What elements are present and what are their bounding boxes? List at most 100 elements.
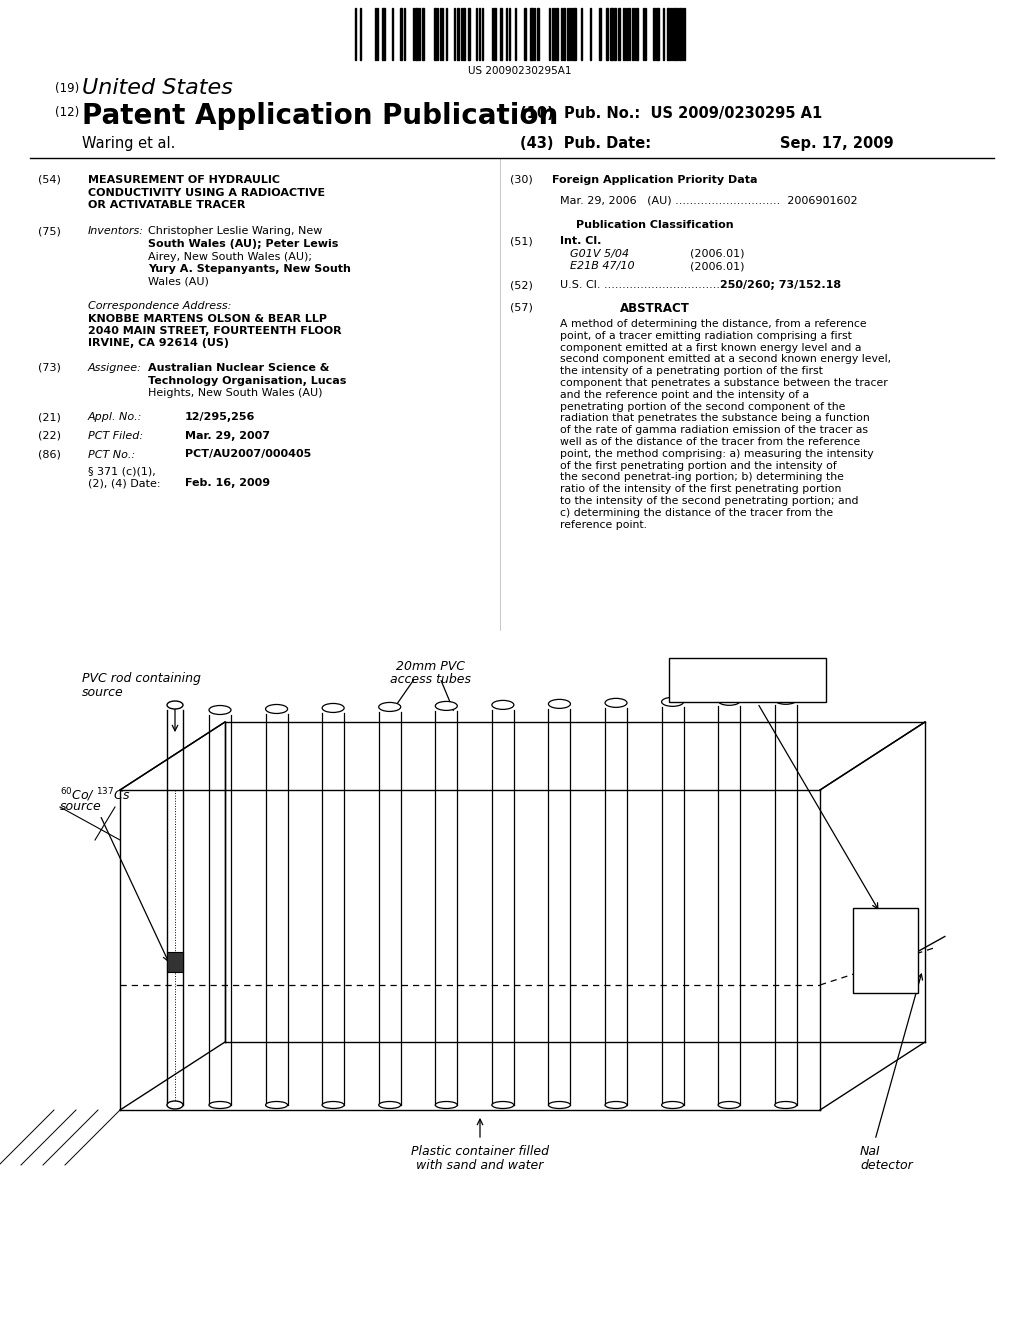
- Bar: [422, 8, 424, 59]
- Text: Int. Cl.: Int. Cl.: [560, 236, 601, 247]
- Text: Sep. 17, 2009: Sep. 17, 2009: [780, 136, 894, 150]
- Text: 12/295,256: 12/295,256: [185, 412, 255, 422]
- Bar: [618, 8, 620, 59]
- Ellipse shape: [605, 1101, 627, 1109]
- Text: CONDUCTIVITY USING A RADIOACTIVE: CONDUCTIVITY USING A RADIOACTIVE: [88, 187, 326, 198]
- Text: Mar. 29, 2006   (AU) .............................  2006901602: Mar. 29, 2006 (AU) .....................…: [560, 195, 858, 206]
- Text: source: source: [82, 686, 124, 700]
- Text: (2006.01): (2006.01): [690, 249, 744, 259]
- Bar: [679, 8, 681, 59]
- Text: Mar. 29, 2007: Mar. 29, 2007: [185, 432, 270, 441]
- Text: PCT Filed:: PCT Filed:: [88, 432, 143, 441]
- Text: Assignee:: Assignee:: [88, 363, 142, 374]
- Text: point, of a tracer emitting radiation comprising a first: point, of a tracer emitting radiation co…: [560, 331, 852, 341]
- Bar: [382, 8, 385, 59]
- Ellipse shape: [718, 1101, 740, 1109]
- Text: and the reference point and the intensity of a: and the reference point and the intensit…: [560, 389, 809, 400]
- Text: ABSTRACT: ABSTRACT: [621, 302, 690, 315]
- Bar: [468, 8, 470, 59]
- Text: (43)  Pub. Date:: (43) Pub. Date:: [520, 136, 651, 150]
- Text: the second penetrat-ing portion; b) determining the: the second penetrat-ing portion; b) dete…: [560, 473, 844, 482]
- Bar: [653, 8, 655, 59]
- Text: (86): (86): [38, 450, 60, 459]
- Text: component emitted at a first known energy level and a: component emitted at a first known energ…: [560, 343, 861, 352]
- Ellipse shape: [662, 1101, 684, 1109]
- Text: Australian Nuclear Science &: Australian Nuclear Science &: [148, 363, 330, 374]
- Text: component that penetrates a substance between the tracer: component that penetrates a substance be…: [560, 378, 888, 388]
- Text: of the first penetrating portion and the intensity of: of the first penetrating portion and the…: [560, 461, 837, 471]
- Text: (10)  Pub. No.:  US 2009/0230295 A1: (10) Pub. No.: US 2009/0230295 A1: [520, 106, 822, 121]
- Text: with sand and water: with sand and water: [417, 1159, 544, 1172]
- Text: (57): (57): [510, 302, 532, 313]
- Text: G01V 5/04: G01V 5/04: [570, 249, 629, 259]
- Ellipse shape: [492, 1101, 514, 1109]
- Text: US 20090230295A1: US 20090230295A1: [468, 66, 571, 77]
- Text: United States: United States: [82, 78, 232, 98]
- Ellipse shape: [265, 705, 288, 714]
- Text: South Wales (AU); Peter Lewis: South Wales (AU); Peter Lewis: [148, 239, 338, 249]
- Ellipse shape: [265, 1101, 288, 1109]
- Text: the intensity of a penetrating portion of the first: the intensity of a penetrating portion o…: [560, 366, 823, 376]
- Ellipse shape: [775, 696, 797, 705]
- Text: Foreign Application Priority Data: Foreign Application Priority Data: [552, 176, 758, 185]
- Text: Christopher Leslie Waring, New: Christopher Leslie Waring, New: [148, 227, 323, 236]
- Bar: [415, 8, 418, 59]
- Ellipse shape: [379, 702, 400, 711]
- Bar: [494, 8, 496, 59]
- Bar: [167, 952, 183, 972]
- Text: source: source: [60, 800, 101, 813]
- Ellipse shape: [323, 704, 344, 713]
- Bar: [674, 8, 676, 59]
- Bar: [636, 8, 638, 59]
- Text: penetrating portion of the second component of the: penetrating portion of the second compon…: [560, 401, 846, 412]
- Text: detector: detector: [860, 1159, 912, 1172]
- Text: (2006.01): (2006.01): [690, 261, 744, 272]
- Bar: [656, 8, 659, 59]
- Text: (22): (22): [38, 432, 61, 441]
- Text: E21B 47/10: E21B 47/10: [570, 261, 635, 272]
- Text: PCT No.:: PCT No.:: [88, 450, 135, 459]
- Bar: [614, 8, 616, 59]
- Text: PCT/AU2007/000405: PCT/AU2007/000405: [185, 450, 311, 459]
- Text: (54): (54): [38, 176, 60, 185]
- Text: Correspondence Address:: Correspondence Address:: [88, 301, 231, 312]
- Bar: [500, 8, 502, 59]
- Text: Feb. 16, 2009: Feb. 16, 2009: [185, 479, 270, 488]
- Bar: [610, 8, 613, 59]
- Text: OR ACTIVATABLE TRACER: OR ACTIVATABLE TRACER: [88, 201, 246, 210]
- Text: (2), (4) Date:: (2), (4) Date:: [88, 479, 161, 488]
- Bar: [400, 8, 402, 59]
- Bar: [556, 8, 558, 59]
- Text: point, the method comprising: a) measuring the intensity: point, the method comprising: a) measuri…: [560, 449, 873, 459]
- Text: Waring et al.: Waring et al.: [82, 136, 175, 150]
- Bar: [434, 8, 436, 59]
- Text: ratio of the intensity of the first penetrating portion: ratio of the intensity of the first pene…: [560, 484, 842, 494]
- Ellipse shape: [718, 697, 740, 705]
- Text: (73): (73): [38, 363, 60, 374]
- Text: 250/260; 73/152.18: 250/260; 73/152.18: [720, 280, 841, 290]
- Ellipse shape: [775, 1101, 797, 1109]
- FancyBboxPatch shape: [669, 657, 826, 702]
- Bar: [530, 8, 534, 59]
- Ellipse shape: [209, 1101, 231, 1109]
- Bar: [524, 8, 526, 59]
- Text: reference point.: reference point.: [560, 520, 647, 529]
- Text: Patent Application Publication: Patent Application Publication: [82, 102, 558, 129]
- Text: analyser: analyser: [721, 678, 774, 690]
- Text: Wales (AU): Wales (AU): [148, 276, 209, 286]
- Ellipse shape: [167, 1101, 183, 1109]
- Text: Heights, New South Wales (AU): Heights, New South Wales (AU): [148, 388, 323, 399]
- Text: A method of determining the distance, from a reference: A method of determining the distance, fr…: [560, 319, 866, 329]
- Text: Plastic container filled: Plastic container filled: [411, 1144, 549, 1158]
- Text: (30): (30): [510, 176, 532, 185]
- Bar: [853, 908, 918, 993]
- Bar: [537, 8, 539, 59]
- Text: § 371 (c)(1),: § 371 (c)(1),: [88, 466, 156, 477]
- Text: IRVINE, CA 92614 (US): IRVINE, CA 92614 (US): [88, 338, 229, 348]
- Text: Multi-channel: Multi-channel: [706, 665, 790, 678]
- Text: c) determining the distance of the tracer from the: c) determining the distance of the trace…: [560, 508, 834, 517]
- Text: Appl. No.:: Appl. No.:: [88, 412, 142, 422]
- Text: MEASUREMENT OF HYDRAULIC: MEASUREMENT OF HYDRAULIC: [88, 176, 280, 185]
- Text: radiation that penetrates the substance being a function: radiation that penetrates the substance …: [560, 413, 869, 424]
- Text: access tubes: access tubes: [389, 673, 470, 686]
